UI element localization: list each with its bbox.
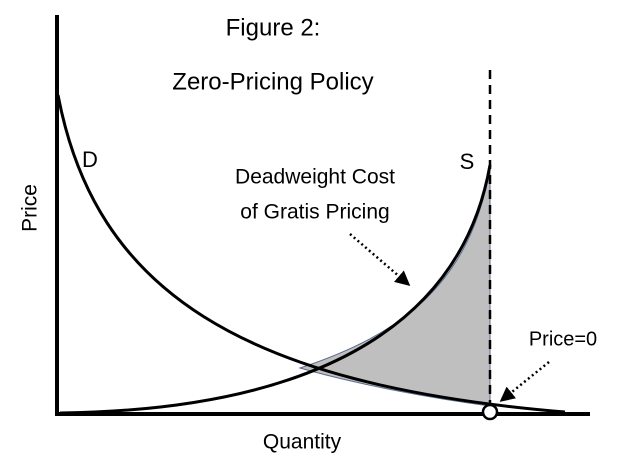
y-axis-label: Price — [19, 184, 42, 232]
deadweight-label: of Gratis Pricing — [240, 201, 389, 224]
title-line2: Zero-Pricing Policy — [172, 68, 373, 95]
price-zero-label: Price=0 — [529, 328, 597, 350]
zero-price-point — [481, 403, 499, 421]
demand-label: D — [82, 147, 98, 172]
price-zero-arrow — [499, 361, 550, 402]
supply-label: S — [460, 149, 475, 174]
title-line1: Figure 2: — [226, 14, 321, 41]
demand-curve — [56, 94, 566, 414]
deadweight-label: Deadweight Cost — [235, 166, 395, 189]
supply-curve — [59, 164, 492, 415]
x-axis-label: Quantity — [263, 431, 342, 454]
